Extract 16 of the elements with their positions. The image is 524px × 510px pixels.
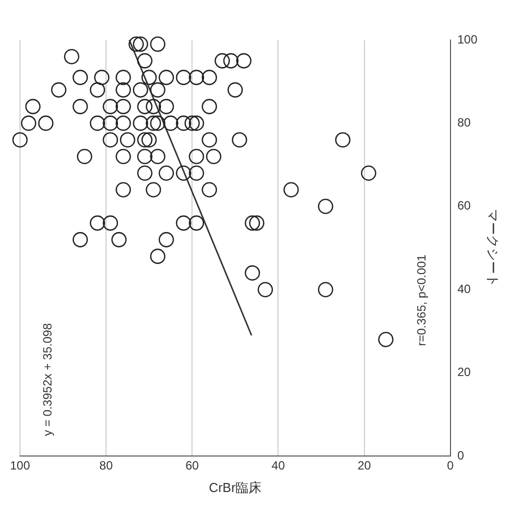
y-tick-label: 40 — [457, 282, 472, 296]
x-tick-label: 40 — [272, 458, 286, 473]
y-tick-label: 80 — [457, 116, 472, 130]
x-tick-label: 80 — [99, 458, 114, 473]
x-axis-title: CrBr臨床 — [208, 480, 262, 495]
y-axis-title: マークシート — [486, 209, 501, 287]
x-tick-label: 100 — [10, 458, 30, 473]
y-tick-label: 100 — [457, 32, 478, 46]
annotation: y = 0.3952x + 35.098 — [40, 322, 54, 436]
y-tick-label: 60 — [457, 198, 472, 213]
x-tick-label: 0 — [447, 458, 454, 473]
x-tick-label: 60 — [185, 458, 200, 473]
y-tick-label: 20 — [457, 365, 472, 380]
annotation: r=0.365, p<0.001 — [414, 254, 429, 346]
x-tick-label: 20 — [358, 458, 372, 473]
y-tick-label: 0 — [457, 448, 464, 462]
